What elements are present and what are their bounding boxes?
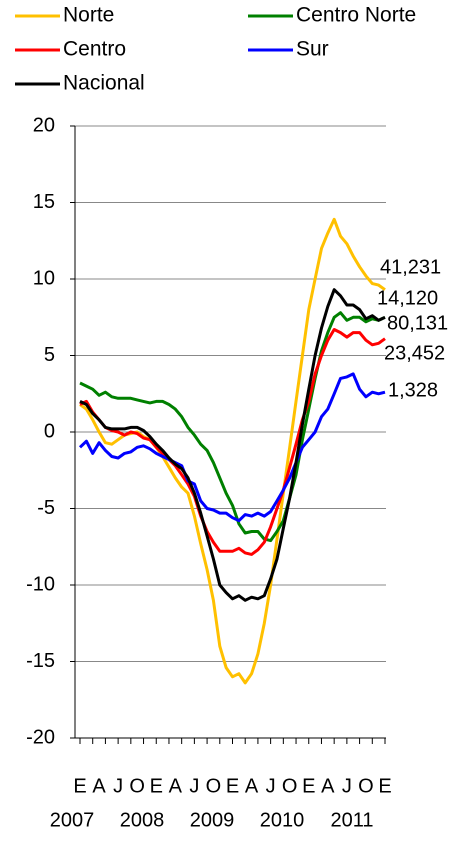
series-line (78, 372, 386, 523)
y-tick-label: 10 (33, 267, 55, 289)
x-tick-label: E (73, 775, 86, 797)
y-tick-label: 20 (33, 114, 55, 136)
end-annotation: 41,231 (380, 256, 441, 278)
end-annotation: 1,328 (388, 379, 438, 401)
series-line (79, 328, 386, 556)
x-tick-label: E (226, 775, 239, 797)
series-line (79, 311, 386, 543)
legend-label: Norte (63, 4, 114, 27)
year-label: 2007 (50, 809, 95, 831)
year-label: 2010 (260, 809, 305, 831)
x-tick-label: A (169, 775, 183, 797)
legend-label: Sur (296, 38, 329, 61)
x-tick-label: A (245, 775, 259, 797)
year-label: 2008 (120, 809, 165, 831)
x-tick-label: E (150, 775, 163, 797)
year-label: 2009 (190, 809, 235, 831)
x-tick-label: E (378, 775, 391, 797)
y-tick-label: 5 (44, 344, 55, 366)
series-line (79, 288, 386, 602)
x-tick-label: O (129, 775, 145, 797)
legend-label: Nacional (63, 72, 145, 95)
y-tick-label: -15 (26, 650, 55, 672)
y-tick-label: 0 (44, 420, 55, 442)
x-tick-label: O (358, 775, 374, 797)
end-annotation: 14,120 (377, 287, 438, 309)
x-tick-label: A (321, 775, 335, 797)
x-tick-label: O (206, 775, 222, 797)
end-annotation: 23,452 (384, 342, 445, 364)
x-tick-label: J (266, 775, 276, 797)
y-tick-label: 15 (33, 191, 55, 213)
x-tick-label: O (282, 775, 298, 797)
x-tick-label: J (113, 775, 123, 797)
x-tick-label: A (92, 775, 106, 797)
legend-label: Centro Norte (296, 4, 416, 27)
y-tick-label: -10 (26, 573, 55, 595)
end-annotation: 80,131 (387, 312, 448, 334)
series-line (79, 217, 386, 685)
x-tick-label: J (189, 775, 199, 797)
x-tick-label: J (342, 775, 352, 797)
legend-label: Centro (63, 38, 126, 61)
y-tick-label: -5 (37, 497, 55, 519)
year-label: 2011 (330, 809, 373, 831)
y-tick-label: -20 (26, 726, 55, 748)
x-tick-label: E (302, 775, 315, 797)
